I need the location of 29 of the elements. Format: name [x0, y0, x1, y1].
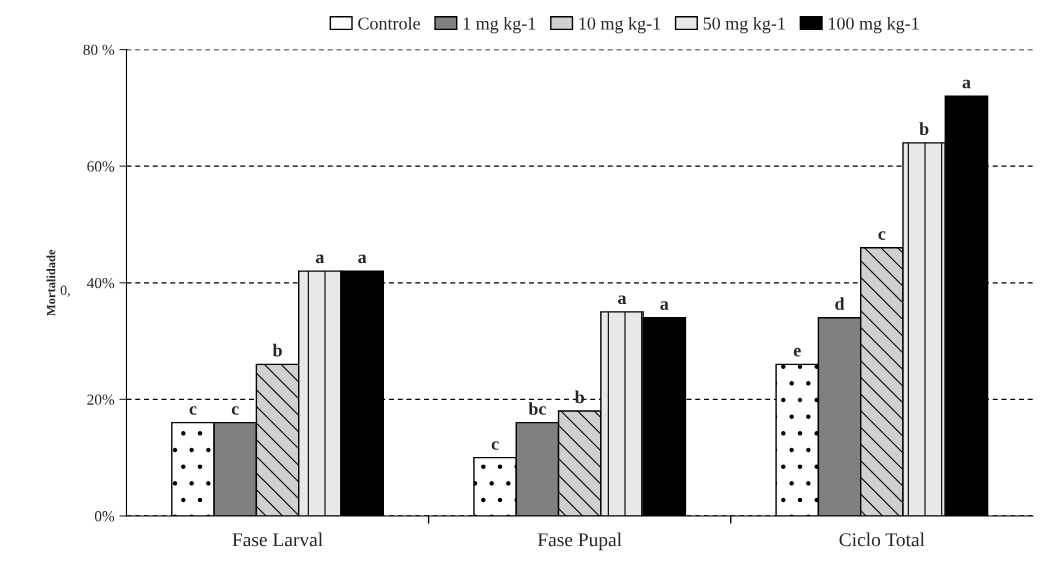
data-label: c	[878, 231, 886, 240]
data-label: b	[272, 343, 282, 357]
x-tick-label: Fase Larval	[232, 532, 323, 547]
data-label: c	[491, 441, 499, 450]
legend-label: 100 mg kg-1	[829, 16, 919, 34]
data-label: b	[919, 122, 929, 135]
legend-label: 1 mg kg-1	[463, 16, 536, 34]
legend-label: 10 mg kg-1	[579, 16, 661, 34]
y-tick-label: 40%	[86, 277, 115, 289]
legend-label: Controle	[358, 16, 420, 30]
y-tick-label: 80 %	[83, 44, 115, 56]
text: 0,	[60, 285, 70, 297]
data-label: c	[231, 406, 239, 415]
data-label: d	[835, 297, 845, 310]
data-label: e	[793, 347, 801, 357]
y-axis-title: Mortalidade	[46, 249, 56, 316]
data-label: bc	[528, 402, 546, 415]
x-tick-label: Fase Pupal	[537, 532, 622, 551]
data-label: a	[315, 254, 325, 264]
data-label: a	[660, 301, 669, 310]
data-label: a	[358, 254, 367, 264]
x-tick-label: Ciclo Total	[839, 532, 925, 547]
y-tick-label: 60%	[87, 161, 115, 172]
data-label: c	[189, 406, 197, 415]
y-tick-label: 0%	[94, 511, 115, 522]
y-tick-label: 20%	[87, 394, 115, 405]
legend-label: 50 mg kg-1	[703, 16, 785, 34]
data-label: a	[962, 79, 971, 89]
data-label: a	[618, 295, 627, 305]
